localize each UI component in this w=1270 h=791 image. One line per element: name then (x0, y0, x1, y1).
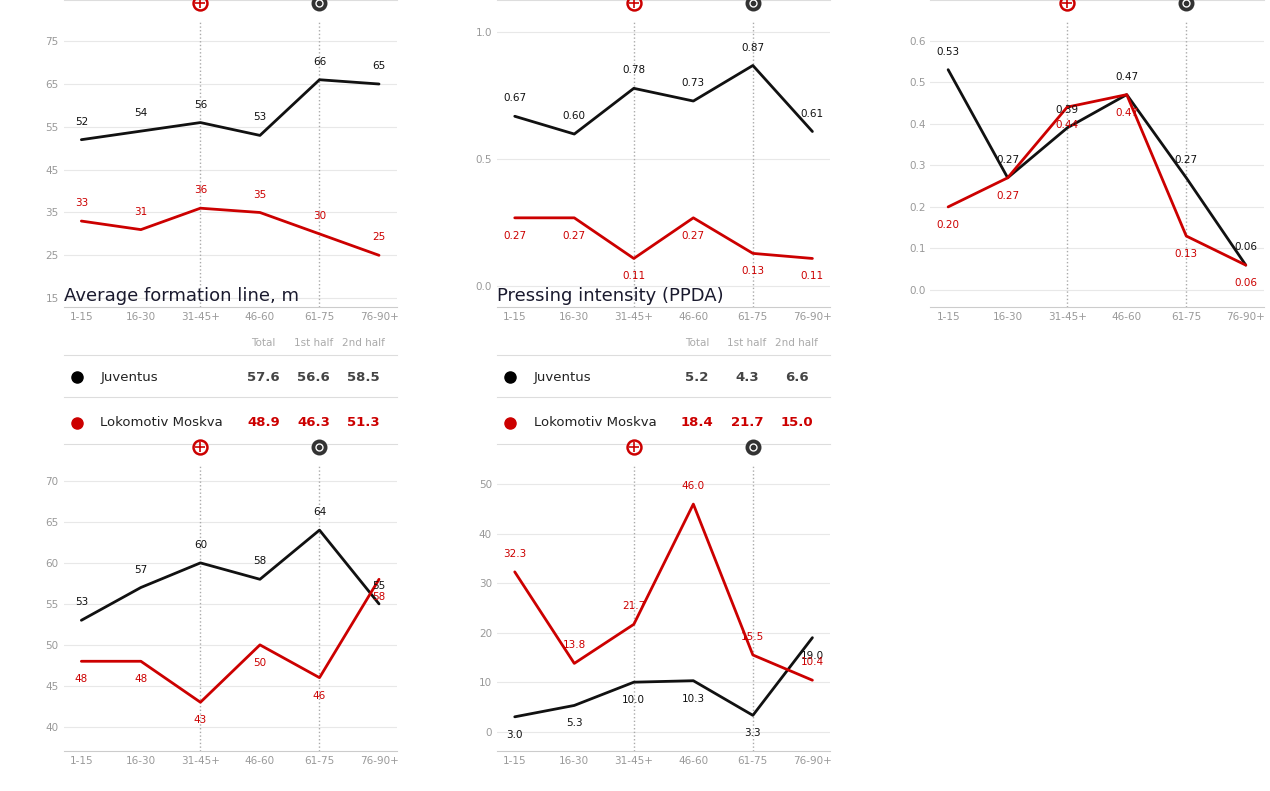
Text: 66: 66 (312, 57, 326, 66)
Text: 1st half: 1st half (728, 339, 767, 348)
Text: 15.5: 15.5 (742, 632, 765, 642)
Text: Pressing intensity (PPDA): Pressing intensity (PPDA) (497, 286, 724, 305)
Text: 30: 30 (312, 211, 326, 221)
Text: 0.20: 0.20 (937, 220, 960, 230)
Text: 0.87: 0.87 (742, 43, 765, 52)
Text: 46.3: 46.3 (297, 416, 330, 430)
Text: 0.60: 0.60 (563, 111, 585, 121)
Text: 10.0: 10.0 (622, 695, 645, 705)
Text: 1st half: 1st half (293, 339, 333, 348)
Text: 53: 53 (75, 597, 88, 607)
Text: 0.27: 0.27 (996, 191, 1020, 201)
Text: 57: 57 (135, 565, 147, 574)
Text: 36: 36 (194, 185, 207, 195)
Text: 13.8: 13.8 (563, 641, 585, 650)
Text: 15.0: 15.0 (781, 416, 813, 430)
Text: Total: Total (251, 339, 276, 348)
Text: 0.47: 0.47 (1115, 72, 1138, 81)
Text: 50: 50 (254, 658, 267, 668)
Text: 46: 46 (312, 691, 326, 701)
Text: 0.06: 0.06 (1234, 242, 1257, 252)
Text: Total: Total (685, 339, 709, 348)
Text: 0.06: 0.06 (1234, 278, 1257, 288)
Text: 64: 64 (312, 507, 326, 517)
Text: 58: 58 (372, 592, 386, 602)
Text: 48.9: 48.9 (248, 416, 279, 430)
Text: 0.61: 0.61 (801, 108, 824, 119)
Text: 4.3: 4.3 (735, 370, 758, 384)
Text: 10.3: 10.3 (682, 694, 705, 704)
Text: 60: 60 (194, 540, 207, 550)
Text: 53: 53 (253, 112, 267, 123)
Text: Average formation line, m: Average formation line, m (64, 286, 298, 305)
Text: 3.0: 3.0 (507, 730, 523, 740)
Text: 2nd half: 2nd half (776, 339, 818, 348)
Text: 54: 54 (135, 108, 147, 118)
Text: 19.0: 19.0 (801, 650, 824, 660)
Text: 0.47: 0.47 (1115, 108, 1138, 118)
Text: 0.27: 0.27 (682, 231, 705, 240)
Text: 0.27: 0.27 (563, 231, 585, 240)
Text: 0.13: 0.13 (742, 267, 765, 276)
Text: 21.7: 21.7 (622, 601, 645, 611)
Text: 48: 48 (135, 674, 147, 684)
Text: 33: 33 (75, 198, 88, 208)
Text: 0.11: 0.11 (801, 271, 824, 282)
Text: 3.3: 3.3 (744, 729, 761, 738)
Text: 0.53: 0.53 (936, 47, 960, 57)
Text: 46.0: 46.0 (682, 481, 705, 491)
Text: Juventus: Juventus (100, 370, 157, 384)
Text: 0.67: 0.67 (503, 93, 526, 104)
Text: 31: 31 (135, 206, 147, 217)
Text: 0.11: 0.11 (622, 271, 645, 282)
Text: 55: 55 (372, 581, 386, 591)
Text: 0.27: 0.27 (1175, 155, 1198, 165)
Text: 0.39: 0.39 (1055, 105, 1078, 115)
Text: 0.27: 0.27 (503, 231, 526, 240)
Text: 2nd half: 2nd half (342, 339, 385, 348)
Text: 10.4: 10.4 (801, 657, 824, 668)
Text: 65: 65 (372, 61, 386, 71)
Text: 0.13: 0.13 (1175, 249, 1198, 259)
Text: 0.44: 0.44 (1055, 120, 1078, 130)
Text: 43: 43 (194, 715, 207, 725)
Text: 56.6: 56.6 (297, 370, 330, 384)
Text: 35: 35 (253, 190, 267, 199)
Text: 56: 56 (194, 100, 207, 110)
Text: 57.6: 57.6 (248, 370, 279, 384)
Text: 58: 58 (253, 556, 267, 566)
Text: 0.73: 0.73 (682, 78, 705, 88)
Text: 25: 25 (372, 233, 386, 242)
Text: Lokomotiv Moskva: Lokomotiv Moskva (533, 416, 657, 430)
Text: 52: 52 (75, 117, 88, 127)
Text: 21.7: 21.7 (730, 416, 763, 430)
Text: 51.3: 51.3 (347, 416, 380, 430)
Text: 32.3: 32.3 (503, 549, 526, 559)
Text: Lokomotiv Moskva: Lokomotiv Moskva (100, 416, 224, 430)
Text: 0.78: 0.78 (622, 66, 645, 75)
Text: 5.2: 5.2 (686, 370, 709, 384)
Text: 6.6: 6.6 (785, 370, 809, 384)
Text: 0.27: 0.27 (996, 155, 1020, 165)
Text: 48: 48 (75, 674, 88, 684)
Text: 5.3: 5.3 (566, 718, 583, 729)
Text: 18.4: 18.4 (681, 416, 714, 430)
Text: Juventus: Juventus (533, 370, 591, 384)
Text: 58.5: 58.5 (347, 370, 380, 384)
